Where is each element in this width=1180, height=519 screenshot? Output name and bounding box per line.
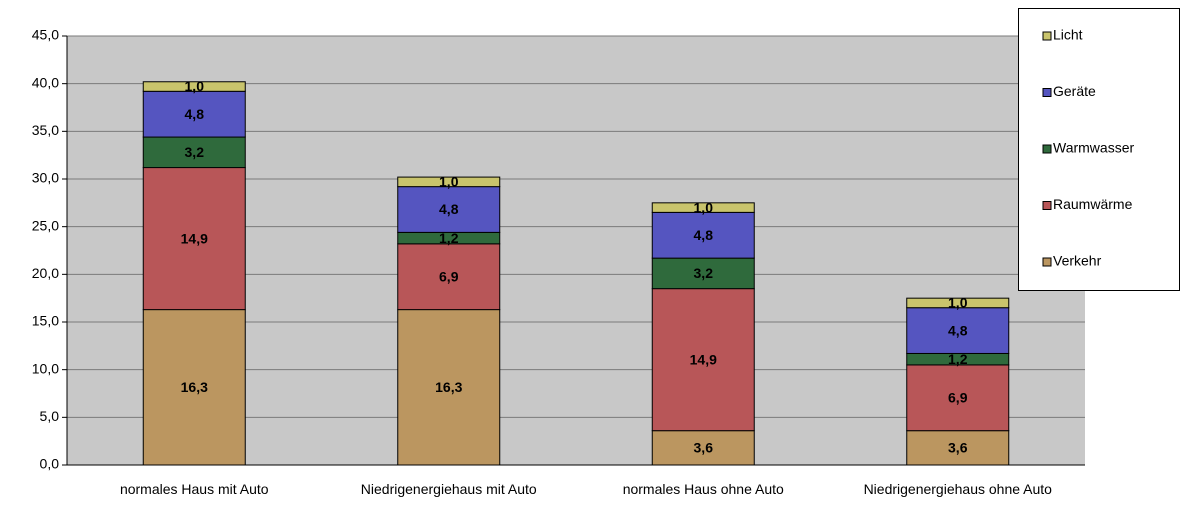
data-label: 3,6 xyxy=(694,440,714,456)
legend-label: Licht xyxy=(1053,27,1083,43)
legend-label: Raumwärme xyxy=(1053,196,1133,212)
data-label: 3,2 xyxy=(185,144,205,160)
bar-segment xyxy=(397,309,501,466)
data-label: 6,9 xyxy=(948,389,968,405)
bar-segment xyxy=(906,307,1010,354)
data-label: 14,9 xyxy=(690,351,717,367)
bar-segment xyxy=(651,430,755,466)
bar-segment xyxy=(906,430,1010,466)
bar-segment xyxy=(906,297,1010,309)
y-tick-label: 15,0 xyxy=(32,313,59,329)
legend-swatch xyxy=(1042,144,1052,154)
legend-swatch xyxy=(1042,201,1052,210)
legend-swatch xyxy=(1042,31,1052,41)
data-label: 1,0 xyxy=(948,295,968,311)
bar-segment xyxy=(142,167,246,311)
data-label: 16,3 xyxy=(435,379,462,395)
legend-label: Warmwasser xyxy=(1053,140,1134,156)
bar-segment xyxy=(142,81,246,92)
bar-segment xyxy=(397,176,501,188)
legend-swatch xyxy=(1042,88,1052,97)
y-tick-label: 30,0 xyxy=(32,170,59,186)
x-tick-label: Niedrigenergiehaus mit Auto xyxy=(360,481,537,497)
data-label: 4,8 xyxy=(948,322,968,338)
y-tick-label: 40,0 xyxy=(32,74,59,90)
legend-label: Geräte xyxy=(1053,83,1096,99)
data-label: 3,6 xyxy=(948,440,968,456)
y-tick-label: 35,0 xyxy=(32,122,59,138)
data-label: 16,3 xyxy=(181,379,208,395)
data-label: 14,9 xyxy=(181,230,208,246)
x-tick-label: normales Haus ohne Auto xyxy=(622,481,784,497)
data-label: 4,8 xyxy=(185,106,205,122)
legend-label: Verkehr xyxy=(1053,253,1102,269)
y-tick-label: 10,0 xyxy=(32,360,59,376)
data-label: 3,2 xyxy=(694,265,714,281)
data-label: 1,2 xyxy=(439,230,459,246)
y-tick-label: 20,0 xyxy=(32,265,59,281)
bar-segment xyxy=(142,136,246,169)
bar-segment xyxy=(651,202,755,213)
data-label: 6,9 xyxy=(439,268,459,284)
data-label: 4,8 xyxy=(694,227,714,243)
bar-segment xyxy=(142,90,246,138)
bar-segment xyxy=(397,243,501,311)
legend-swatch xyxy=(1042,257,1052,267)
data-label: 4,8 xyxy=(439,201,459,217)
data-label: 1,2 xyxy=(948,351,968,367)
x-tick-label: Niedrigenergiehaus ohne Auto xyxy=(863,481,1052,497)
x-tick-label: normales Haus mit Auto xyxy=(119,481,269,497)
data-label: 1,0 xyxy=(694,199,714,215)
y-tick-label: 5,0 xyxy=(40,408,60,424)
y-tick-label: 0,0 xyxy=(40,456,60,472)
y-tick-label: 45,0 xyxy=(32,27,59,43)
data-label: 1,0 xyxy=(439,174,459,190)
bar-segment xyxy=(397,186,501,233)
bar-segment xyxy=(651,211,755,259)
bar-segment xyxy=(906,364,1010,432)
data-label: 1,0 xyxy=(185,78,205,94)
y-tick-label: 25,0 xyxy=(32,217,59,233)
